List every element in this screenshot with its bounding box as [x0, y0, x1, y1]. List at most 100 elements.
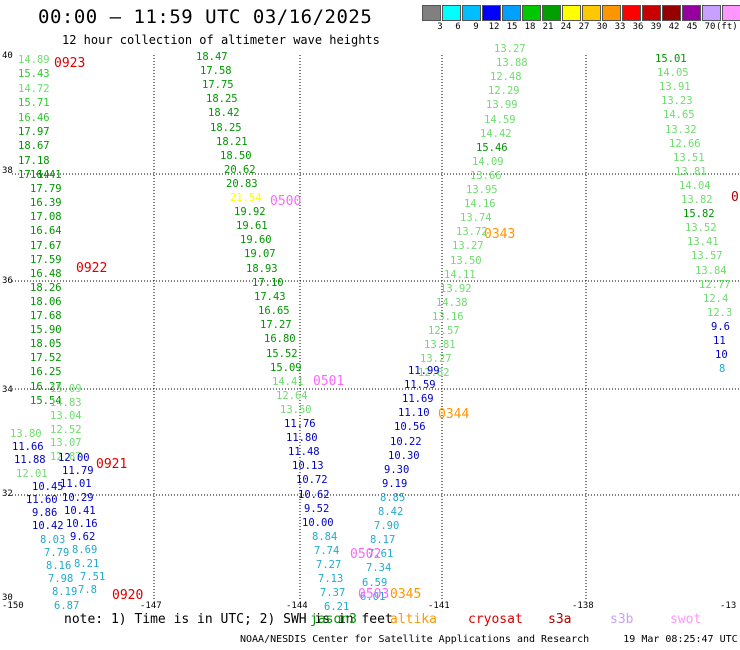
wave-height-label: 12.48: [490, 71, 522, 84]
wave-height-label: 18.47: [196, 51, 228, 63]
wave-height-label: 13.27: [452, 240, 484, 253]
wave-height-label: 10.30: [388, 449, 420, 462]
wave-height-label: 15.01: [655, 53, 687, 65]
wave-height-label: 11.60: [26, 494, 58, 506]
wave-height-label: 13.51: [673, 151, 705, 164]
wave-height-label: 12.77: [699, 278, 731, 291]
wave-height-label: 10.56: [394, 421, 426, 434]
wave-height-label: 11: [713, 335, 726, 347]
wave-height-label: 8.19: [52, 586, 78, 599]
latitude-label: 34: [2, 385, 13, 395]
colorbar-label: 24: [560, 22, 572, 32]
wave-height-label: 7.79: [44, 546, 70, 559]
colorbar-swatch: [562, 5, 581, 21]
colorbar-label: 3: [437, 22, 443, 32]
wave-height-label: 18.67: [18, 140, 50, 153]
wave-height-label: 10: [715, 349, 728, 362]
wave-height-label: 13.95: [466, 184, 498, 196]
pass-time-label: 0: [731, 190, 739, 205]
wave-height-label: 21.54: [230, 192, 262, 204]
wave-height-label: 16.41: [30, 169, 62, 181]
legend-item-s3a: s3a: [548, 612, 572, 627]
wave-height-label: 18.25: [210, 121, 242, 134]
wave-height-label: 10.72: [296, 474, 328, 487]
colorbar-swatch: [662, 5, 681, 21]
wave-height-label: 10.22: [390, 435, 422, 448]
wave-height-label: 11.59: [404, 379, 436, 392]
wave-height-label: 9.6: [711, 320, 730, 333]
wave-height-label: 12.66: [669, 137, 701, 150]
legend-item-jason3: jason3: [310, 612, 357, 627]
wave-height-label: 15.09: [270, 361, 302, 374]
wave-height-label: 13.81: [675, 165, 707, 178]
wave-height-label: 12.29: [488, 85, 520, 98]
pass-time-label: 0923: [54, 56, 86, 71]
wave-height-label: 10.62: [298, 488, 330, 501]
wave-height-label: 13.66: [470, 169, 502, 182]
wave-height-label: 7.27: [316, 559, 342, 571]
wave-height-label: 17.58: [200, 65, 232, 78]
colorbar-swatch: [622, 5, 641, 21]
wave-height-label: 18.25: [206, 93, 238, 106]
wave-height-label: 14.72: [18, 82, 50, 95]
colorbar-label: 70: [704, 22, 716, 32]
legend-item-swot: swot: [670, 612, 702, 627]
colorbar-label: 9: [473, 22, 479, 32]
pass-time-label: 0920: [112, 588, 144, 603]
pass-time-label: 0922: [76, 261, 108, 276]
wave-height-label: 16.80: [264, 333, 296, 346]
colorbar-swatch: [682, 5, 701, 21]
wave-height-label: 13.88: [496, 57, 528, 70]
wave-height-label: 12.00: [58, 452, 90, 464]
wave-height-label: 18.93: [246, 262, 278, 275]
latitude-label: 38: [2, 166, 13, 176]
longitude-label: -141: [428, 601, 450, 611]
wave-height-label: 11.10: [398, 407, 430, 420]
wave-height-label: 7.34: [366, 562, 392, 575]
wave-height-label: 9.19: [382, 477, 408, 490]
wave-height-label: 13.27: [494, 43, 526, 55]
wave-height-label: 15.52: [266, 347, 298, 360]
colorbar-label: 30: [596, 22, 608, 32]
wave-height-label: 19.60: [240, 234, 272, 247]
wave-height-label: 17.75: [202, 79, 234, 92]
wave-height-label: 10.41: [64, 504, 96, 517]
colorbar-label: 6: [455, 22, 461, 32]
wave-height-label: 13.52: [685, 222, 717, 235]
colorbar-swatch: [722, 5, 740, 21]
wave-height-label: 8: [719, 363, 726, 376]
wave-height-label: 13.50: [280, 403, 312, 416]
wave-height-label: 14.05: [657, 67, 689, 80]
colorbar-label: 27: [578, 22, 590, 32]
wave-height-label: 14.38: [436, 296, 468, 309]
longitude-label: -13: [720, 601, 737, 611]
wave-height-label: 7.74: [314, 544, 340, 557]
wave-height-label: 7.13: [318, 573, 344, 586]
wave-height-label: 16.27: [30, 380, 62, 393]
wave-height-label: 13.99: [486, 99, 518, 112]
wave-height-label: 6.01: [360, 590, 386, 603]
grid-lines: [12, 55, 740, 600]
wave-height-label: 12.87: [50, 451, 82, 463]
wave-height-label: 11.48: [288, 446, 320, 459]
wave-height-label: 13.91: [659, 81, 691, 94]
wave-height-label: 13.07: [50, 437, 82, 450]
wave-height-label: 14.59: [484, 113, 516, 126]
wave-height-label: 11.69: [402, 393, 434, 406]
wave-height-label: 13.80: [10, 428, 42, 440]
wave-height-label: 8.42: [378, 506, 404, 518]
wave-height-label: 10.00: [302, 516, 334, 529]
wave-height-label: 6.59: [362, 576, 388, 589]
wave-height-label: 17.08: [30, 211, 62, 224]
wave-height-label: 13.74: [460, 212, 492, 225]
pass-time-label: 0343: [484, 227, 516, 242]
wave-height-label: 8.69: [72, 544, 98, 557]
colorbar-label: 18: [524, 22, 536, 32]
wave-height-label: 13.23: [661, 95, 693, 108]
wave-height-label: 17.52: [30, 352, 62, 365]
wave-height-label: 11.99: [408, 365, 440, 377]
colorbar-swatch: [422, 5, 441, 21]
wave-height-label: 8.84: [312, 530, 338, 543]
colorbar-label: 12: [488, 22, 500, 32]
longitude-label: -138: [572, 601, 594, 611]
